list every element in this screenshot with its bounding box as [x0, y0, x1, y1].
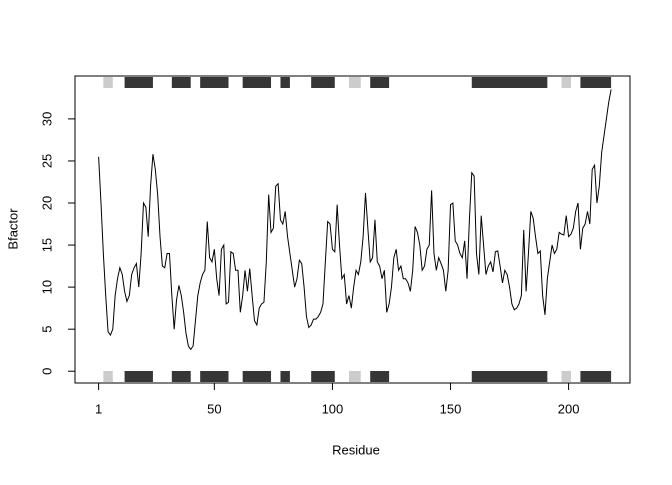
y-tick-label: 15: [39, 238, 54, 252]
sse-top: [200, 77, 229, 88]
sse-top: [280, 77, 290, 88]
x-tick-label: 200: [558, 401, 580, 416]
sse-bottom: [200, 371, 229, 382]
sse-top: [471, 77, 548, 88]
sse-top: [311, 77, 335, 88]
sse-top: [370, 77, 390, 88]
y-tick-label: 5: [39, 326, 54, 333]
y-tick-label: 30: [39, 112, 54, 126]
sse-bottom: [171, 371, 191, 382]
sse-top: [103, 77, 113, 88]
y-tick-label: 0: [39, 368, 54, 375]
sse-top: [242, 77, 272, 88]
sse-top: [171, 77, 191, 88]
plot-frame: [74, 75, 631, 384]
x-axis-label: Residue: [332, 442, 380, 457]
sse-bottom: [561, 371, 571, 382]
sse-bottom: [280, 371, 290, 382]
bfactor-line: [98, 89, 612, 351]
sse-bottom: [242, 371, 272, 382]
x-tick-label: 1: [95, 401, 102, 416]
y-axis-label: Bfactor: [5, 208, 20, 250]
sse-top: [561, 77, 571, 88]
sse-bottom: [311, 371, 335, 382]
sse-top: [580, 77, 612, 88]
sse-top: [124, 77, 153, 88]
y-tick-label: 20: [39, 196, 54, 210]
x-tick-label: 150: [440, 401, 462, 416]
sse-bottom: [471, 371, 548, 382]
y-tick-label: 10: [39, 280, 54, 294]
y-tick-label: 25: [39, 154, 54, 168]
x-tick-label: 50: [207, 401, 221, 416]
sse-top: [348, 77, 361, 88]
sse-bottom: [124, 371, 153, 382]
sse-bottom: [103, 371, 113, 382]
sse-bottom: [580, 371, 612, 382]
sse-bottom: [348, 371, 361, 382]
x-tick-label: 100: [322, 401, 344, 416]
sse-bottom: [370, 371, 390, 382]
